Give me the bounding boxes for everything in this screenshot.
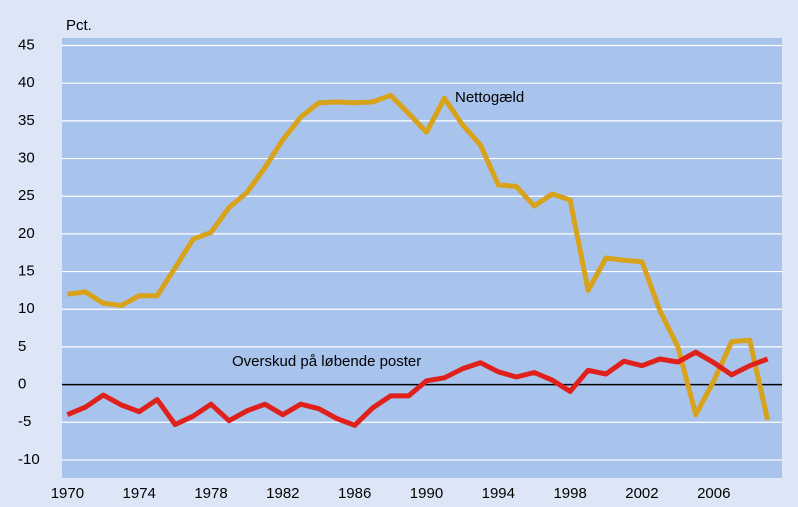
y-tick-label: -5 [18,413,31,430]
x-tick-label: 1986 [338,485,371,502]
x-tick-label: 1974 [123,485,156,502]
y-tick-label: 10 [18,300,35,317]
y-tick-label: 0 [18,376,26,393]
y-tick-label: 20 [18,225,35,242]
x-tick-label: 2002 [625,485,658,502]
y-axis-label: Pct. [66,17,92,34]
annotation: Nettogæld [455,89,524,106]
y-tick-label: 35 [18,112,35,129]
x-tick-label: 2006 [697,485,730,502]
x-tick-label: 1970 [51,485,84,502]
x-tick-label: 1994 [482,485,515,502]
y-tick-label: 15 [18,263,35,280]
x-tick-label: 1978 [194,485,227,502]
y-tick-label: 5 [18,338,26,355]
x-tick-label: 1990 [410,485,443,502]
y-tick-label: 45 [18,37,35,54]
y-tick-label: -10 [18,451,40,468]
plot-area [62,38,782,478]
series-line [66,349,769,428]
x-tick-label: 1982 [266,485,299,502]
annotation: Overskud på løbende poster [232,353,421,370]
y-tick-label: 40 [18,74,35,91]
series-line [67,92,771,421]
y-tick-label: 25 [18,187,35,204]
y-tick-label: 30 [18,150,35,167]
x-tick-label: 1998 [553,485,586,502]
